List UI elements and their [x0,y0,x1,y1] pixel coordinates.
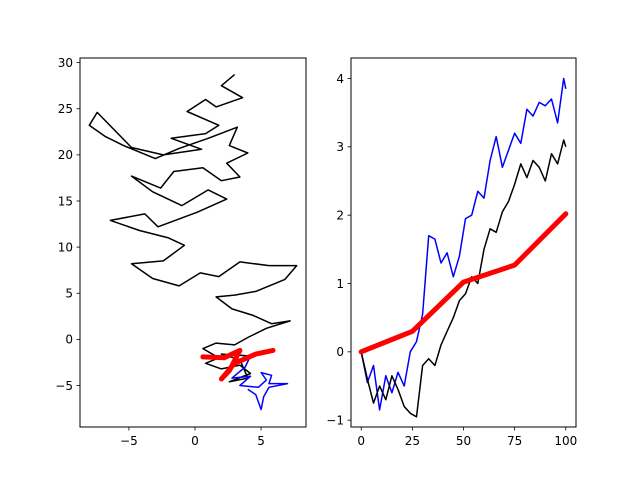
x-tick-label: 100 [554,434,577,448]
y-tick-label: 3 [336,140,344,154]
x-tick-label: 25 [405,434,420,448]
y-tick-label: −5 [55,379,73,393]
series-line-black [360,139,567,418]
axes-frame [79,57,307,428]
y-tick-label: −1 [326,413,344,427]
y-tick-label: 4 [336,72,344,86]
x-tick-label: −5 [120,434,138,448]
y-tick-label: 0 [336,345,344,359]
series-line-blue [360,77,567,411]
y-tick-label: 2 [336,208,344,222]
x-tick-label: 50 [456,434,471,448]
x-tick-label: 75 [507,434,522,448]
series-line-red [358,211,569,355]
x-tick-label: 0 [191,434,199,448]
x-tick-label: 0 [357,434,365,448]
series-line-blue [231,355,289,411]
y-tick-label: 10 [58,240,73,254]
plot-area [358,77,569,418]
x-tick-label: 5 [257,434,265,448]
series-line-red [200,347,276,382]
y-tick-label: 30 [58,56,73,70]
y-tick-label: 0 [65,333,73,347]
plot-area [88,74,298,411]
y-tick-label: 25 [58,102,73,116]
series-line-black [88,74,298,383]
right-timeseries-panel: 0 25 50 75 100 −1 0 1 2 3 4 [326,57,577,448]
left-walk-panel: −5 0 5 −5 0 5 10 15 20 25 30 [55,56,307,448]
y-tick-label: 20 [58,148,73,162]
y-tick-label: 1 [336,277,344,291]
y-tick-label: 5 [65,287,73,301]
y-tick-label: 15 [58,194,73,208]
